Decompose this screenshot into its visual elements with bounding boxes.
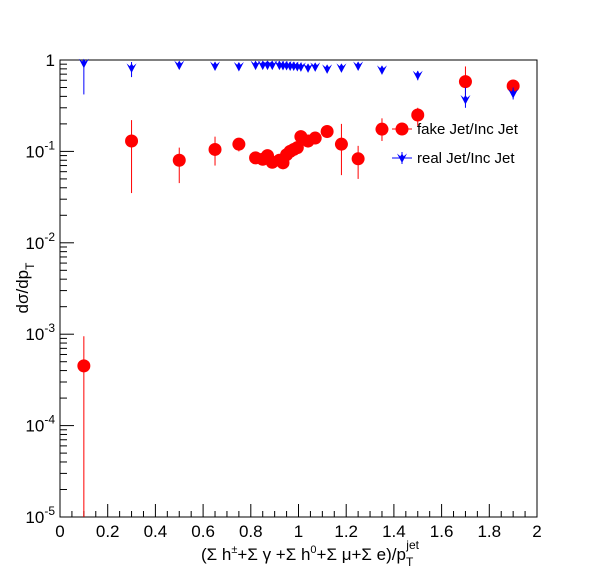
x-tick-label: 0.4 bbox=[144, 522, 168, 541]
data-point bbox=[458, 75, 472, 89]
data-point bbox=[411, 108, 425, 122]
x-tick-label: 2 bbox=[532, 522, 541, 541]
x-tick-label: 1.4 bbox=[382, 522, 406, 541]
x-tick-label: 1.8 bbox=[477, 522, 501, 541]
legend-label: fake Jet/Inc Jet bbox=[417, 121, 519, 138]
data-point bbox=[334, 137, 348, 151]
y-tick-label: 10-1 bbox=[25, 138, 55, 161]
data-point bbox=[322, 64, 333, 74]
data-point bbox=[336, 63, 347, 73]
data-point bbox=[308, 131, 322, 145]
data-point bbox=[77, 359, 91, 373]
data-point bbox=[303, 63, 314, 73]
legend-label: real Jet/Inc Jet bbox=[417, 150, 515, 167]
y-tick-label: 10-5 bbox=[25, 504, 55, 527]
x-tick-label: 0.6 bbox=[191, 522, 215, 541]
x-tick-label: 1 bbox=[294, 522, 303, 541]
data-point bbox=[208, 142, 222, 156]
y-tick-label: 10-2 bbox=[25, 230, 55, 253]
legend: fake Jet/Inc Jet real Jet/Inc Jet bbox=[392, 121, 519, 167]
data-point bbox=[353, 61, 364, 71]
data-point bbox=[267, 60, 278, 71]
axis-ticks bbox=[59, 59, 538, 518]
x-tick-label: 1.6 bbox=[430, 522, 454, 541]
legend-marker bbox=[397, 153, 407, 163]
y-tick-label: 10-3 bbox=[25, 321, 55, 344]
data-point bbox=[210, 61, 221, 71]
x-tick-label: 0.8 bbox=[239, 522, 263, 541]
x-axis-title: (Σ h±+Σ γ +Σ h0+Σ μ+Σ e)/pTjet bbox=[201, 538, 420, 569]
data-point bbox=[460, 94, 471, 105]
y-axis-title: dσ/dpT bbox=[13, 262, 37, 314]
data-point bbox=[125, 134, 139, 148]
y-tick-label: 1 bbox=[46, 51, 55, 70]
data-point bbox=[376, 65, 387, 75]
x-tick-labels: 0 0.2 0.4 0.6 0.8 1 1.2 1.4 1.6 1.8 2 bbox=[55, 522, 541, 541]
y-tick-label: 10-4 bbox=[25, 413, 55, 436]
x-tick-label: 0 bbox=[55, 522, 64, 541]
legend-marker bbox=[395, 122, 409, 136]
data-series bbox=[77, 58, 520, 517]
data-point bbox=[126, 63, 137, 73]
data-point bbox=[232, 137, 246, 151]
data-point bbox=[295, 62, 306, 72]
data-point bbox=[290, 141, 304, 155]
data-point bbox=[506, 79, 520, 93]
y-tick-labels: 10-5 10-4 10-3 10-2 10-1 1 bbox=[25, 51, 55, 527]
data-point bbox=[78, 58, 89, 69]
legend-entry-2: real Jet/Inc Jet bbox=[392, 150, 515, 167]
data-point bbox=[375, 122, 389, 136]
legend-entry-1: fake Jet/Inc Jet bbox=[392, 121, 519, 138]
x-tick-label: 1.2 bbox=[334, 522, 358, 541]
series-1 bbox=[77, 66, 520, 517]
svg-text:dσ/dpT: dσ/dpT bbox=[13, 262, 37, 314]
x-tick-label: 0.2 bbox=[96, 522, 120, 541]
svg-text:(Σ h±+Σ γ +Σ h0+Σ μ+Σ e)/pTjet: (Σ h±+Σ γ +Σ h0+Σ μ+Σ e)/pTjet bbox=[201, 538, 420, 569]
data-point bbox=[508, 89, 519, 99]
data-point bbox=[351, 152, 365, 166]
data-point bbox=[320, 125, 334, 139]
data-point bbox=[412, 70, 423, 81]
series-2 bbox=[78, 58, 519, 108]
data-point bbox=[174, 60, 185, 71]
data-point bbox=[250, 60, 261, 71]
data-point bbox=[172, 153, 186, 167]
data-point bbox=[310, 62, 321, 72]
data-point bbox=[233, 61, 244, 72]
